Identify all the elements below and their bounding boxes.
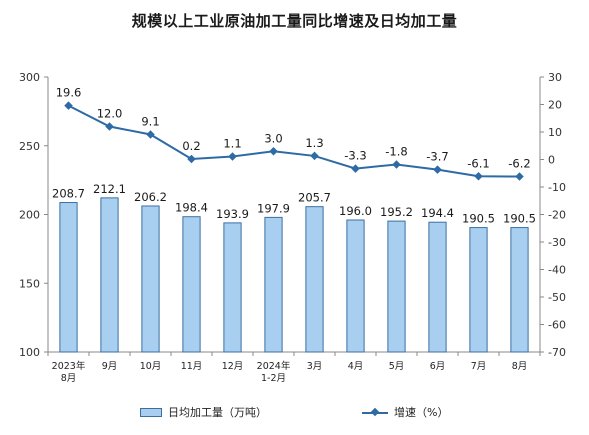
line-value-label: -6.1 xyxy=(467,156,489,170)
x-tick-label: 5月 xyxy=(389,361,405,372)
line-value-label: 1.3 xyxy=(305,136,323,150)
bar xyxy=(305,206,324,353)
line-value-label: -6.2 xyxy=(508,157,530,171)
bar xyxy=(141,205,160,353)
right-tick-label: -30 xyxy=(548,236,566,249)
bar-value-label: 190.5 xyxy=(462,212,495,226)
bar-value-label: 195.2 xyxy=(380,205,413,219)
left-tick-label: 200 xyxy=(19,209,40,222)
line-point xyxy=(433,165,442,174)
line-point xyxy=(228,152,237,161)
line-value-label: 1.1 xyxy=(223,136,241,150)
bar-value-label: 205.7 xyxy=(298,191,331,205)
right-tick-label: -60 xyxy=(548,319,566,332)
line-value-label: 9.1 xyxy=(141,114,159,128)
line-point xyxy=(146,130,155,139)
bar xyxy=(510,227,529,353)
line-value-label: 3.0 xyxy=(264,131,282,145)
bar-value-label: 190.5 xyxy=(503,212,536,226)
growth-line xyxy=(68,104,520,178)
bar xyxy=(223,222,242,353)
x-tick-label: 1-2月 xyxy=(261,373,286,384)
right-tick-label: 20 xyxy=(548,99,562,112)
line-point xyxy=(515,172,524,181)
bar xyxy=(100,197,119,353)
x-tick-label: 4月 xyxy=(348,361,364,372)
right-tick-label: 10 xyxy=(548,126,562,139)
bar-value-label: 196.0 xyxy=(339,204,372,218)
bar-value-label: 194.4 xyxy=(421,206,454,220)
x-tick-label: 12月 xyxy=(222,361,244,372)
line-point xyxy=(351,164,360,173)
legend-line: 增速（%） xyxy=(362,404,448,420)
legend-line-label: 增速（%） xyxy=(394,406,449,419)
right-tick-label: -70 xyxy=(548,346,566,359)
line-value-label: -3.7 xyxy=(426,150,448,164)
bar-value-label: 198.4 xyxy=(175,201,208,215)
right-tick-label: -50 xyxy=(548,291,566,304)
line-value-label: 0.2 xyxy=(182,139,200,153)
legend-bar-swatch xyxy=(140,407,162,417)
left-tick-label: 100 xyxy=(19,346,40,359)
x-tick-label: 11月 xyxy=(181,361,203,372)
line-value-label: -3.3 xyxy=(344,149,366,163)
line-point xyxy=(64,101,73,110)
chart-title: 规模以上工业原油加工量同比增速及日均加工量 xyxy=(131,12,458,30)
left-tick-label: 150 xyxy=(19,277,40,290)
bar xyxy=(346,219,365,353)
bar-value-label: 193.9 xyxy=(216,207,249,221)
bar xyxy=(182,216,201,353)
bar-value-label: 197.9 xyxy=(257,201,290,215)
bar xyxy=(387,220,406,353)
x-tick-label: 8月 xyxy=(61,373,77,384)
bar xyxy=(469,227,488,353)
legend-bar: 日均加工量（万吨） xyxy=(140,404,267,420)
x-tick-label: 9月 xyxy=(102,361,118,372)
bar xyxy=(428,221,447,353)
line-point xyxy=(187,154,196,164)
right-tick-label: -20 xyxy=(548,209,566,222)
line-point xyxy=(269,147,278,156)
bar xyxy=(264,216,283,353)
line-point xyxy=(105,122,114,131)
right-tick-label: 0 xyxy=(548,154,555,167)
x-tick-label: 8月 xyxy=(512,361,528,372)
line-point xyxy=(474,172,483,181)
legend-line-swatch xyxy=(362,408,388,417)
bar-value-label: 212.1 xyxy=(93,182,126,196)
x-tick-label: 6月 xyxy=(430,361,446,372)
x-tick-label: 3月 xyxy=(307,361,323,372)
x-tick-label: 2023年 xyxy=(52,360,86,372)
bar xyxy=(59,202,78,353)
x-tick-label: 7月 xyxy=(471,361,487,372)
legend-bar-label: 日均加工量（万吨） xyxy=(168,406,267,419)
line-value-label: 19.6 xyxy=(56,86,82,100)
right-tick-label: -10 xyxy=(548,181,566,194)
line-point xyxy=(310,151,319,161)
x-tick-label: 2024年 xyxy=(257,360,291,372)
bar-value-label: 208.7 xyxy=(52,187,85,201)
right-tick-label: 30 xyxy=(548,71,562,84)
bar-value-label: 206.2 xyxy=(134,190,167,204)
line-value-label: 12.0 xyxy=(97,107,123,121)
right-tick-label: -40 xyxy=(548,264,566,277)
line-value-label: -1.8 xyxy=(385,144,407,158)
left-tick-label: 250 xyxy=(19,140,40,153)
line-point xyxy=(392,160,401,169)
left-tick-label: 300 xyxy=(19,71,40,84)
x-tick-label: 10月 xyxy=(140,361,162,372)
